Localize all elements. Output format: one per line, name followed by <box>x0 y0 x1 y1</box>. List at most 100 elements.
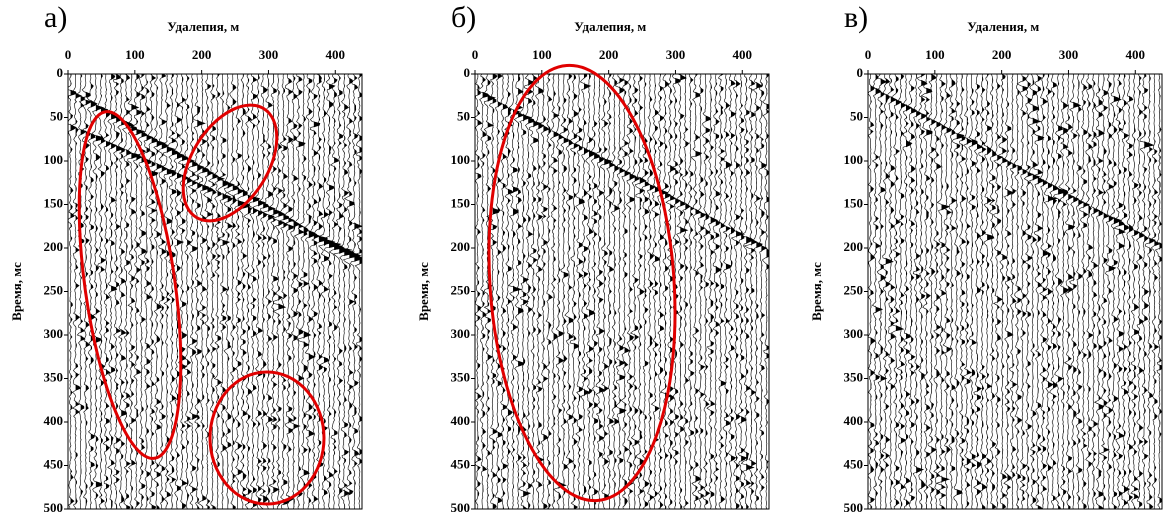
y-tick-label: 100 <box>844 152 864 167</box>
trace <box>933 74 942 509</box>
trace <box>1139 74 1155 509</box>
trace-fill <box>720 74 726 509</box>
trace <box>907 74 917 509</box>
trace-fill <box>1113 74 1122 509</box>
y-tick-label: 0 <box>57 65 64 80</box>
trace <box>1085 74 1094 509</box>
x-tick-label: 100 <box>925 47 945 62</box>
trace <box>579 74 592 509</box>
trace-fill <box>895 74 904 509</box>
trace <box>1049 74 1060 509</box>
trace-fill <box>359 74 362 509</box>
trace <box>646 74 656 509</box>
trace <box>1003 74 1015 509</box>
trace-fill <box>1002 74 1008 509</box>
trace-fill <box>997 74 1003 509</box>
trace <box>988 74 997 509</box>
trace <box>615 74 627 509</box>
trace-fill <box>890 74 897 509</box>
trace <box>86 74 98 509</box>
trace-fill <box>741 74 747 509</box>
y-tick-label: 250 <box>451 282 471 297</box>
trace <box>876 74 888 509</box>
y-tick-label: 200 <box>451 239 471 254</box>
trace <box>1022 74 1034 509</box>
trace-fill <box>1129 74 1133 509</box>
trace <box>182 74 196 509</box>
trace <box>271 74 287 509</box>
trace-fill <box>685 74 691 509</box>
trace-fill <box>880 74 887 509</box>
trace <box>279 74 290 509</box>
trace <box>641 74 650 509</box>
trace <box>475 74 483 509</box>
trace <box>553 74 567 509</box>
trace-fill <box>885 74 894 509</box>
trace-fill <box>543 74 549 509</box>
trace <box>303 74 318 509</box>
trace <box>111 74 124 509</box>
trace-fill <box>538 74 544 509</box>
trace <box>634 74 647 509</box>
trace <box>1109 74 1122 509</box>
trace-fill <box>141 74 148 509</box>
trace <box>136 74 148 509</box>
trace <box>242 74 254 509</box>
trace-fill <box>660 74 668 509</box>
trace <box>226 74 240 509</box>
trace <box>145 74 159 509</box>
trace-fill <box>1144 74 1154 509</box>
x-tick-label: 300 <box>1059 47 1079 62</box>
trace-fill <box>629 74 636 509</box>
trace-fill <box>1078 74 1083 509</box>
trace <box>702 74 711 509</box>
trace-fill <box>95 74 104 509</box>
y-axis-title: Время, мс <box>416 262 431 321</box>
trace <box>722 74 733 509</box>
trace-fill <box>715 74 722 509</box>
x-tick-label: 200 <box>992 47 1012 62</box>
trace <box>871 74 884 509</box>
axis-title: Удалепия, м <box>574 19 646 34</box>
trace-fill <box>875 74 883 509</box>
trace <box>261 74 276 509</box>
trace <box>1008 74 1018 509</box>
trace-fill <box>609 74 615 509</box>
trace <box>712 74 722 509</box>
trace <box>202 74 215 509</box>
highlight-ellipse <box>487 63 677 503</box>
trace <box>1093 74 1105 509</box>
x-tick-label: 400 <box>326 47 346 62</box>
trace <box>676 74 689 509</box>
panel-label: б) <box>451 1 476 34</box>
x-tick-label: 300 <box>259 47 279 62</box>
trace-fill <box>1159 74 1162 509</box>
y-tick-label: 250 <box>44 282 64 297</box>
y-axis-title: Время, мс <box>809 262 824 321</box>
trace <box>610 74 621 509</box>
trace <box>267 74 282 509</box>
y-tick-label: 350 <box>44 369 64 384</box>
y-tick-label: 300 <box>451 326 471 341</box>
plot-frame <box>474 73 770 510</box>
trace <box>1125 74 1134 509</box>
trace-fill <box>116 74 123 509</box>
trace <box>252 74 266 509</box>
trace <box>117 74 128 509</box>
trace <box>1075 74 1084 509</box>
traces <box>68 74 362 509</box>
trace <box>196 74 210 509</box>
trace <box>758 74 768 509</box>
y-tick-label: 250 <box>844 282 864 297</box>
y-tick-label: 400 <box>44 413 64 428</box>
trace <box>665 74 677 509</box>
y-tick-label: 500 <box>451 500 471 515</box>
trace <box>706 74 719 509</box>
trace-fill <box>644 74 650 509</box>
trace-fill <box>730 74 736 509</box>
trace <box>1135 74 1145 509</box>
y-tick-label: 50 <box>850 108 863 123</box>
trace <box>207 74 220 509</box>
trace-fill <box>278 74 286 509</box>
trace <box>76 74 87 509</box>
